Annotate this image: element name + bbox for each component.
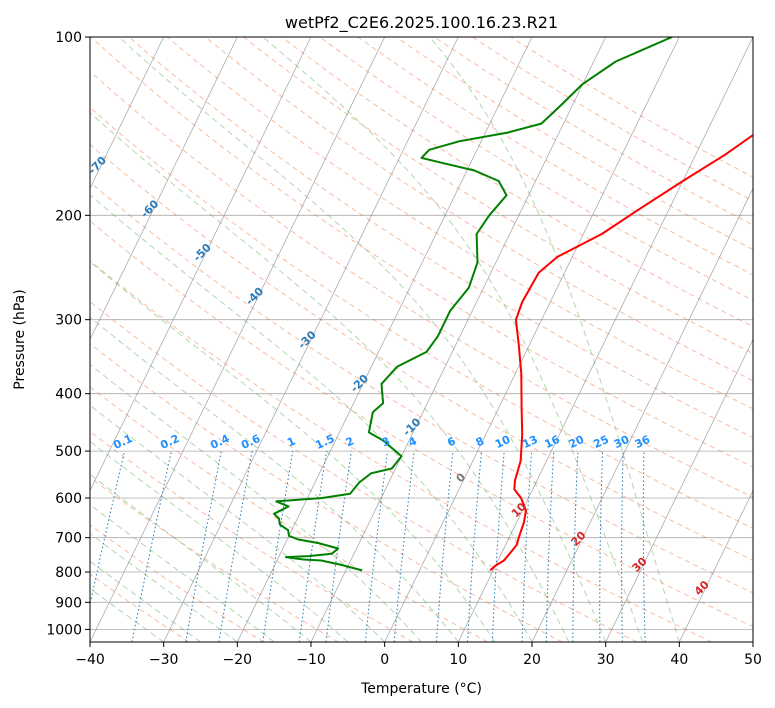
mixing-ratio-label: 10 (493, 433, 513, 451)
mixing-ratio-line (364, 451, 388, 642)
mixing-ratio-line (131, 450, 172, 642)
x-tick-label: 20 (523, 652, 541, 668)
moist-adiabat-line (90, 316, 459, 642)
y-tick-label: 700 (55, 531, 82, 547)
x-tick-label: 10 (449, 652, 467, 668)
mixing-ratio-line (435, 451, 454, 642)
y-tick-label: 100 (55, 30, 82, 46)
isotherm-line (531, 187, 753, 642)
background-reference-lines (90, 37, 753, 642)
dry-adiabat-line (90, 106, 753, 529)
dry-adiabat-line (90, 220, 753, 628)
dry-adiabat-line (166, 37, 753, 410)
x-tick-label: 0 (380, 652, 389, 668)
x-tick-label: 30 (597, 652, 615, 668)
isotherm-line (384, 37, 680, 642)
mixing-ratio-label: 13 (520, 433, 539, 451)
dry-adiabat-line (90, 143, 753, 561)
grid-lines (90, 37, 753, 642)
dry-adiabat-line (90, 37, 753, 468)
moist-adiabat-line (262, 37, 643, 642)
dry-adiabat-line (243, 37, 753, 354)
dry-adiabat-line (90, 430, 414, 642)
x-tick-label: −20 (223, 652, 253, 668)
y-tick-label: 200 (55, 208, 82, 224)
y-tick-label: 900 (55, 595, 82, 611)
chart-title: wetPf2_C2E6.2025.100.16.23.R21 (285, 13, 558, 33)
moist-adiabat-line (118, 37, 607, 642)
moist-adiabat-line (90, 440, 349, 642)
y-tick-label: 400 (55, 387, 82, 403)
mixing-ratio-line (262, 451, 294, 642)
mixing-ratio-line (393, 451, 415, 642)
y-tick-label: 600 (55, 491, 82, 507)
isotherm-line (163, 37, 459, 642)
isotherm-line (310, 37, 607, 642)
dry-adiabat-line (319, 37, 753, 301)
temperature-profile-line (489, 133, 753, 572)
x-tick-label: 50 (744, 652, 762, 668)
moist-adiabat-line (90, 363, 422, 642)
x-tick-label: −10 (296, 652, 326, 668)
dry-adiabat-line (281, 37, 753, 328)
isotherm-line (90, 37, 386, 642)
isotherm-line (90, 37, 312, 492)
y-tick-label: 500 (55, 444, 82, 460)
mixing-ratio-label: 30 (612, 433, 632, 451)
mixing-ratio-label: 16 (543, 433, 563, 451)
dry-adiabat-line (90, 181, 753, 594)
dry-adiabat-line (90, 573, 190, 642)
moist-adiabat-line (90, 532, 238, 642)
mixing-ratio-label: 25 (591, 433, 610, 451)
isotherm-line (90, 37, 165, 190)
series-layer (273, 37, 753, 572)
isotherm-line (678, 489, 753, 642)
dry-adiabat-line (128, 37, 753, 439)
x-tick-label: −40 (75, 652, 105, 668)
isotherm-line (605, 338, 753, 642)
y-tick-label: 300 (55, 313, 82, 329)
x-tick-label: −30 (149, 652, 179, 668)
moist-adiabat-line (90, 404, 386, 642)
y-axis-label: Pressure (hPa) (12, 289, 28, 389)
moist-adiabat-line (90, 261, 496, 642)
dry-adiabat-line (205, 37, 753, 382)
x-tick-label: 40 (670, 652, 688, 668)
dry-adiabat-line (90, 476, 339, 642)
mixing-ratio-line (298, 451, 327, 642)
y-tick-label: 800 (55, 565, 82, 581)
plot-frame (89, 36, 754, 643)
dewpoint-profile-line (273, 37, 673, 572)
moist-adiabat-line (90, 560, 201, 642)
mixing-ratio-label: 36 (633, 433, 653, 451)
dry-adiabat-line (90, 300, 638, 642)
x-axis-label: Temperature (°C) (360, 681, 482, 697)
moist-adiabat-line (429, 37, 680, 642)
moist-adiabat-line (90, 587, 164, 642)
dry-adiabat-line (90, 386, 488, 642)
mixing-ratio-label: 20 (567, 433, 587, 451)
axis-ticks: −40 −30 −20 −10 0 10 20 30 40 50 1000 900 800 700 600 5… (46, 30, 762, 668)
y-tick-label: 1000 (46, 622, 82, 638)
isotherm-line (457, 37, 753, 642)
